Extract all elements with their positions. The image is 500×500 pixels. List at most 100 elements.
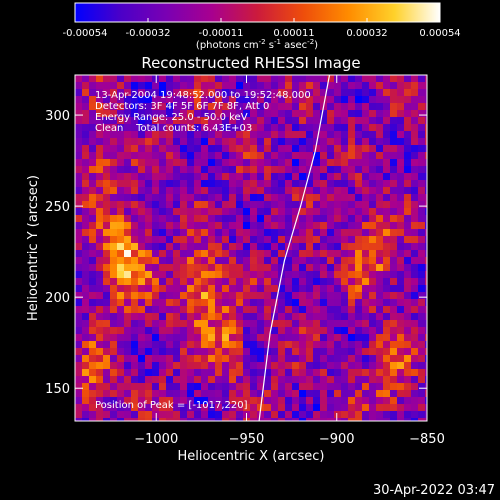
heatmap-cell	[369, 264, 377, 272]
heatmap-cell	[425, 159, 427, 167]
heatmap-cell	[411, 89, 419, 97]
heatmap-cell	[285, 110, 293, 118]
heatmap-cell	[355, 397, 363, 405]
heatmap-cell	[327, 362, 335, 370]
heatmap-cell	[215, 320, 223, 328]
heatmap-cell	[404, 411, 412, 419]
heatmap-cell	[362, 355, 370, 363]
heatmap-cell	[264, 397, 272, 405]
heatmap-cell	[103, 313, 111, 321]
heatmap-cell	[173, 404, 181, 412]
heatmap-cell	[250, 411, 258, 419]
heatmap-cell	[341, 264, 349, 272]
heatmap-cell	[250, 292, 258, 300]
heatmap-cell	[334, 201, 342, 209]
heatmap-cell	[376, 404, 384, 412]
heatmap-cell	[271, 313, 279, 321]
heatmap-cell	[404, 96, 412, 104]
heatmap-cell	[103, 348, 111, 356]
heatmap-cell	[187, 292, 195, 300]
heatmap-cell	[236, 124, 244, 132]
heatmap-cell	[124, 110, 132, 118]
heatmap-cell	[215, 299, 223, 307]
timestamp: 30-Apr-2022 03:47	[373, 483, 495, 498]
heatmap-cell	[236, 110, 244, 118]
heatmap-cell	[362, 166, 370, 174]
heatmap-cell	[222, 152, 230, 160]
heatmap-cell	[201, 362, 209, 370]
heatmap-cell	[404, 306, 412, 314]
heatmap-cell	[222, 103, 230, 111]
heatmap-cell	[299, 236, 307, 244]
heatmap-cell	[187, 334, 195, 342]
heatmap-cell	[271, 201, 279, 209]
heatmap-cell	[411, 131, 419, 139]
heatmap-cell	[236, 215, 244, 223]
heatmap-cell	[418, 411, 426, 419]
heatmap-cell	[208, 180, 216, 188]
heatmap-cell	[152, 166, 160, 174]
heatmap-cell	[208, 110, 216, 118]
heatmap-cell	[250, 194, 258, 202]
heatmap-cell	[376, 250, 384, 258]
heatmap-cell	[313, 355, 321, 363]
heatmap-cell	[299, 96, 307, 104]
heatmap-cell	[82, 355, 90, 363]
heatmap-cell	[341, 313, 349, 321]
heatmap-cell	[348, 285, 356, 293]
heatmap-cell	[145, 173, 153, 181]
heatmap-cell	[285, 145, 293, 153]
heatmap-cell	[397, 152, 405, 160]
heatmap-cell	[397, 271, 405, 279]
heatmap-cell	[327, 222, 335, 230]
heatmap-cell	[341, 229, 349, 237]
heatmap-cell	[313, 341, 321, 349]
heatmap-cell	[411, 243, 419, 251]
heatmap-cell	[292, 152, 300, 160]
heatmap-cell	[229, 131, 237, 139]
heatmap-cell	[159, 152, 167, 160]
heatmap-cell	[82, 131, 90, 139]
heatmap-cell	[131, 313, 139, 321]
heatmap-cell	[250, 348, 258, 356]
heatmap-cell	[187, 75, 195, 83]
heatmap-cell	[173, 313, 181, 321]
heatmap-cell	[390, 166, 398, 174]
heatmap-cell	[236, 159, 244, 167]
heatmap-cell	[285, 369, 293, 377]
heatmap-cell	[194, 348, 202, 356]
x-axis-label: Heliocentric X (arcsec)	[178, 449, 325, 464]
heatmap-cell	[215, 103, 223, 111]
heatmap-cell	[257, 103, 265, 111]
heatmap-cell	[355, 89, 363, 97]
heatmap-cell	[292, 397, 300, 405]
heatmap-cell	[110, 348, 118, 356]
heatmap-cell	[194, 180, 202, 188]
heatmap-cell	[152, 138, 160, 146]
heatmap-cell	[299, 376, 307, 384]
heatmap-cell	[327, 376, 335, 384]
heatmap-cell	[250, 320, 258, 328]
heatmap-cell	[250, 264, 258, 272]
heatmap-cell	[306, 278, 314, 286]
heatmap-cell	[152, 110, 160, 118]
heatmap-cell	[278, 390, 286, 398]
heatmap-cell	[166, 362, 174, 370]
heatmap-cell	[264, 285, 272, 293]
heatmap-cell	[376, 341, 384, 349]
heatmap-cell	[257, 390, 265, 398]
heatmap-cell	[138, 271, 146, 279]
heatmap-cell	[180, 145, 188, 153]
heatmap-cell	[397, 418, 405, 421]
heatmap-cell	[75, 145, 83, 153]
heatmap-cell	[82, 110, 90, 118]
heatmap-cell	[383, 404, 391, 412]
heatmap-cell	[208, 292, 216, 300]
heatmap-cell	[82, 299, 90, 307]
heatmap-cell	[250, 152, 258, 160]
heatmap-cell	[103, 299, 111, 307]
heatmap-cell	[327, 390, 335, 398]
heatmap-cell	[96, 131, 104, 139]
heatmap-cell	[145, 341, 153, 349]
heatmap-cell	[369, 348, 377, 356]
